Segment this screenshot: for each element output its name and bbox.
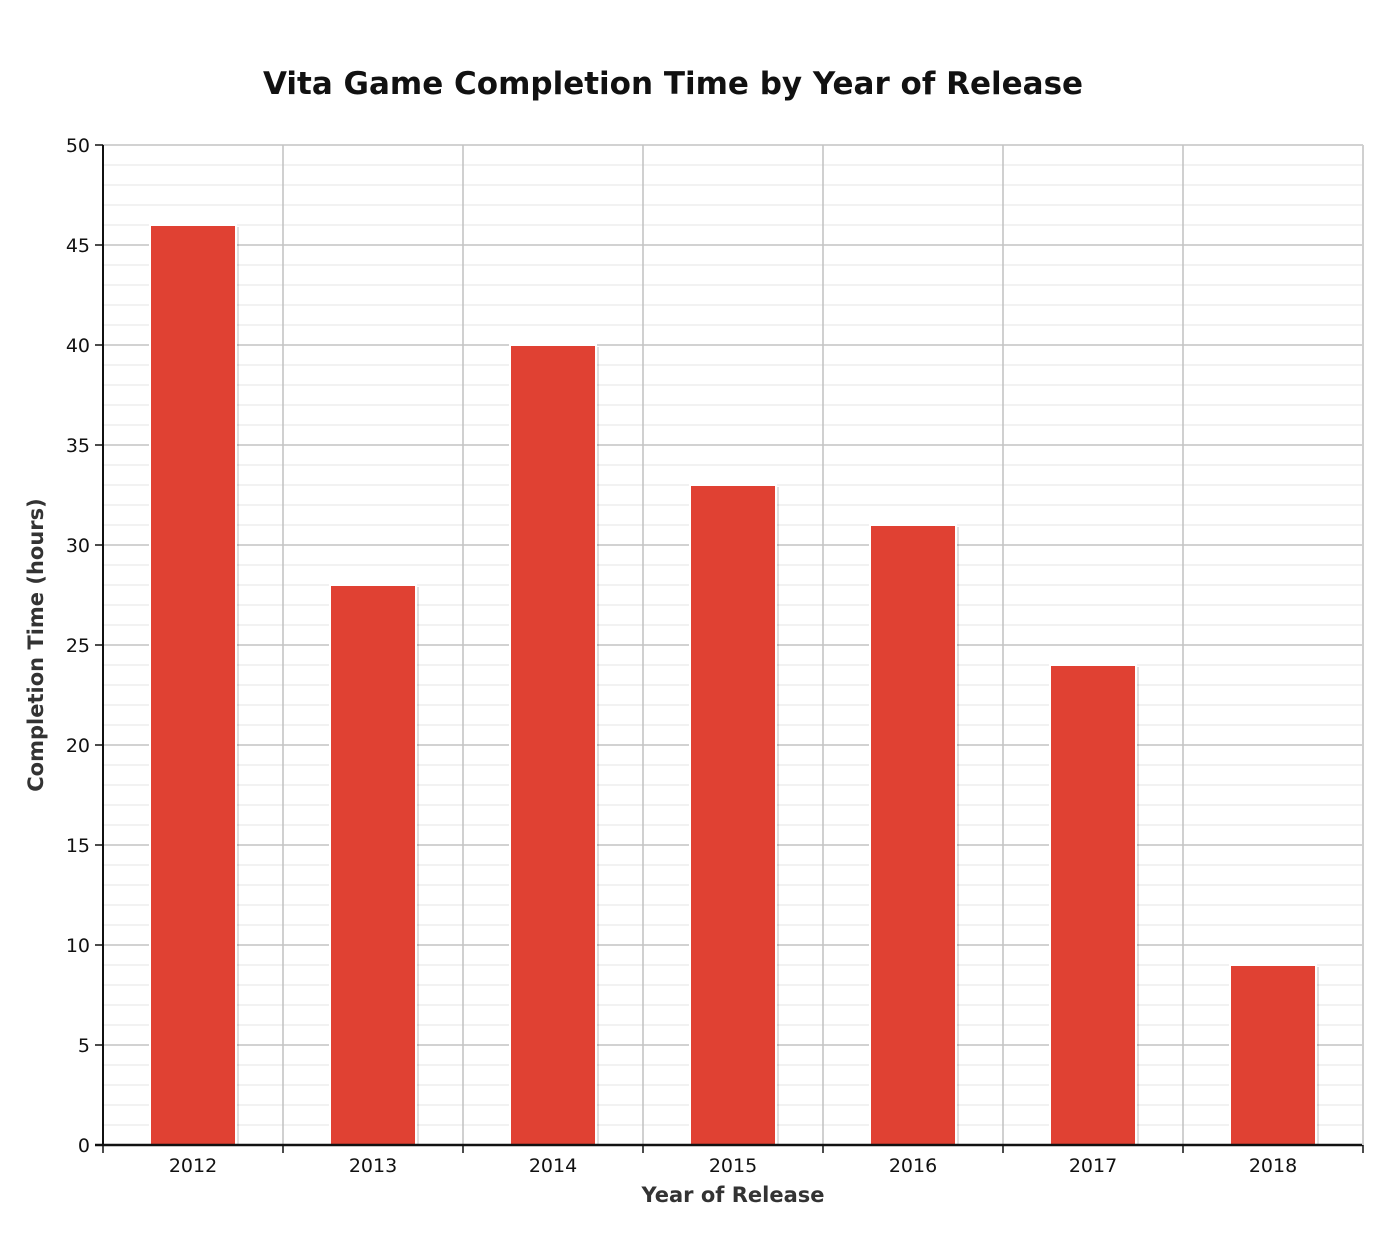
y-tick-label: 0 — [78, 1135, 90, 1157]
chart-title: Vita Game Completion Time by Year of Rel… — [263, 66, 1083, 102]
bar-2015 — [689, 484, 777, 1146]
bar-2013 — [329, 584, 417, 1146]
y-tick-label: 40 — [66, 335, 90, 357]
y-tick-label: 45 — [66, 235, 90, 257]
y-tick-label: 30 — [66, 535, 90, 557]
y-tick-label: 20 — [66, 735, 90, 757]
x-axis-ticks: 2012 2013 2014 2015 2016 2017 2018 — [102, 1145, 1364, 1177]
y-axis-ticks: 0 5 10 15 20 25 30 35 40 45 50 — [66, 135, 103, 1157]
y-tick-label: 10 — [66, 935, 90, 957]
y-tick-label: 25 — [66, 635, 90, 657]
bar-2018 — [1229, 964, 1317, 1146]
bars — [149, 224, 1319, 1146]
bar-2017 — [1049, 664, 1137, 1146]
y-tick-label: 5 — [78, 1035, 90, 1057]
bar-2016 — [869, 524, 957, 1146]
x-tick-label: 2013 — [349, 1155, 397, 1177]
x-tick-label: 2018 — [1249, 1155, 1297, 1177]
bar-2012 — [149, 224, 237, 1146]
y-tick-label: 35 — [66, 435, 90, 457]
x-tick-label: 2015 — [709, 1155, 757, 1177]
x-tick-label: 2017 — [1069, 1155, 1117, 1177]
x-tick-label: 2014 — [529, 1155, 577, 1177]
y-axis-title: Completion Time (hours) — [24, 498, 48, 791]
bar-2014 — [509, 344, 597, 1146]
x-tick-label: 2012 — [169, 1155, 217, 1177]
x-tick-label: 2016 — [889, 1155, 937, 1177]
x-axis-title: Year of Release — [640, 1183, 824, 1207]
y-tick-label: 15 — [66, 835, 90, 857]
y-tick-label: 50 — [66, 135, 90, 157]
